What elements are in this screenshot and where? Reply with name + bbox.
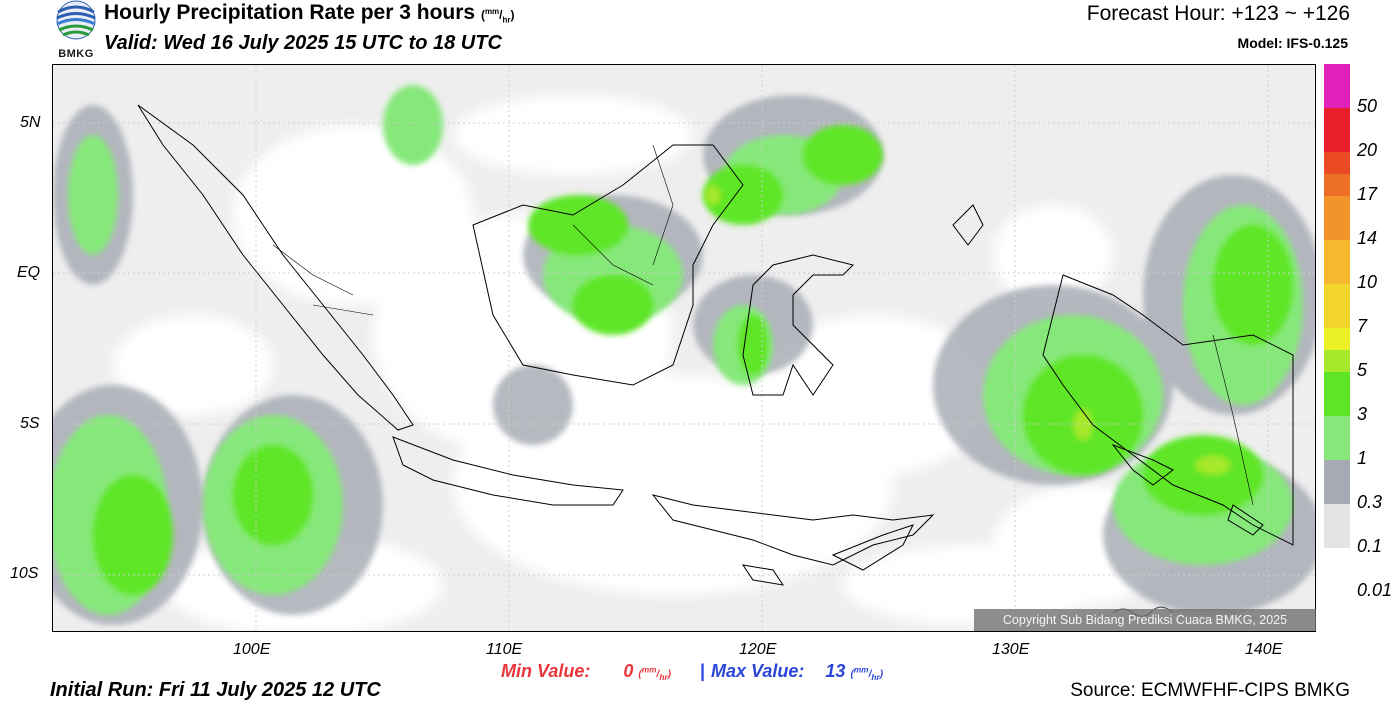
min-label: Min Value: bbox=[501, 661, 591, 681]
colorbar-swatch bbox=[1324, 328, 1350, 350]
initial-run: Initial Run: Fri 11 July 2025 12 UTC bbox=[50, 679, 381, 701]
coastlines bbox=[137, 104, 1294, 586]
lon-label-100e: 100E bbox=[233, 641, 271, 658]
colorbar-label: 7 bbox=[1357, 316, 1368, 336]
colorbar-label: 10 bbox=[1357, 272, 1378, 292]
colorbar-label: 20 bbox=[1357, 140, 1378, 160]
colorbar-swatch bbox=[1324, 504, 1350, 548]
lat-label-5s: 5S bbox=[20, 415, 40, 432]
colorbar-label: 17 bbox=[1357, 184, 1378, 204]
map-canvas bbox=[53, 65, 1315, 631]
lat-label-5n: 5N bbox=[20, 114, 41, 131]
colorbar-swatch bbox=[1324, 460, 1350, 504]
colorbar-label: 1 bbox=[1357, 448, 1368, 468]
colorbar-label: 3 bbox=[1357, 404, 1368, 424]
bmkg-logo-emblem bbox=[56, 0, 96, 40]
lon-label-110e: 110E bbox=[486, 641, 523, 658]
colorbar-swatch bbox=[1324, 372, 1350, 416]
logo-text: BMKG bbox=[58, 48, 94, 60]
lat-label-10s: 10S bbox=[10, 565, 39, 582]
graticule bbox=[53, 65, 1315, 631]
heavy-rain-areas bbox=[93, 125, 1293, 595]
colorbar-swatch bbox=[1324, 64, 1350, 108]
min-value: 0 bbox=[623, 661, 634, 681]
lon-label-140e: 140E bbox=[1245, 641, 1283, 658]
min-value-readout: Min Value: 0 (mm/hr) bbox=[501, 661, 672, 682]
title-unit: (mm/hr) bbox=[480, 7, 515, 25]
title-unit-bottom: hr bbox=[502, 15, 511, 25]
colorbar-swatch bbox=[1324, 152, 1350, 174]
copyright-notice: Copyright Sub Bidang Prediksi Cuaca BMKG… bbox=[974, 609, 1316, 631]
max-value: 13 bbox=[825, 661, 846, 681]
min-unit-top: mm bbox=[641, 664, 657, 675]
data-source: Source: ECMWFHF-CIPS BMKG bbox=[1070, 680, 1350, 701]
colorbar-swatch bbox=[1324, 108, 1350, 152]
colorbar-label: 50 bbox=[1357, 96, 1378, 116]
max-label: Max Value: bbox=[711, 661, 805, 681]
colorbar-swatch bbox=[1324, 284, 1350, 328]
colorbar-swatch bbox=[1324, 416, 1350, 460]
colorbar-swatch bbox=[1324, 174, 1350, 196]
model-name: Model: IFS-0.125 bbox=[1237, 35, 1348, 51]
colorbar-label: 5 bbox=[1357, 360, 1368, 380]
max-unit-bottom: hr bbox=[871, 672, 880, 682]
min-unit-bottom: hr bbox=[659, 672, 668, 682]
colorbar-swatch bbox=[1324, 350, 1350, 372]
precipitation-map bbox=[52, 64, 1316, 632]
max-value-readout: Max Value: 13 (mm/hr) bbox=[711, 661, 884, 682]
colorbar-label: 0.3 bbox=[1357, 492, 1383, 512]
max-unit-top: mm bbox=[853, 664, 869, 675]
lat-label-eq: EQ bbox=[17, 264, 41, 281]
colorbar-label: 0.01 bbox=[1357, 580, 1393, 600]
chart-title: Hourly Precipitation Rate per 3 hours (m… bbox=[104, 1, 515, 25]
province-borders bbox=[272, 144, 1254, 506]
valid-time: Valid: Wed 16 July 2025 15 UTC to 18 UTC bbox=[104, 32, 502, 54]
title-unit-top: mm bbox=[484, 7, 500, 16]
colorbar-label: 14 bbox=[1357, 228, 1378, 248]
colorbar bbox=[1324, 64, 1350, 592]
colorbar-swatch bbox=[1324, 548, 1350, 592]
forecast-hour: Forecast Hour: +123 ~ +126 bbox=[1086, 2, 1350, 25]
colorbar-swatch bbox=[1324, 240, 1350, 284]
lon-label-130e: 130E bbox=[992, 641, 1030, 658]
intense-rain-cores bbox=[705, 185, 1231, 475]
title-text: Hourly Precipitation Rate per 3 hours bbox=[104, 1, 476, 24]
lon-label-120e: 120E bbox=[739, 641, 777, 658]
bmkg-logo: BMKG bbox=[52, 0, 100, 60]
separator: | bbox=[700, 661, 706, 681]
colorbar-label: 0.1 bbox=[1357, 536, 1383, 556]
colorbar-swatch bbox=[1324, 196, 1350, 240]
